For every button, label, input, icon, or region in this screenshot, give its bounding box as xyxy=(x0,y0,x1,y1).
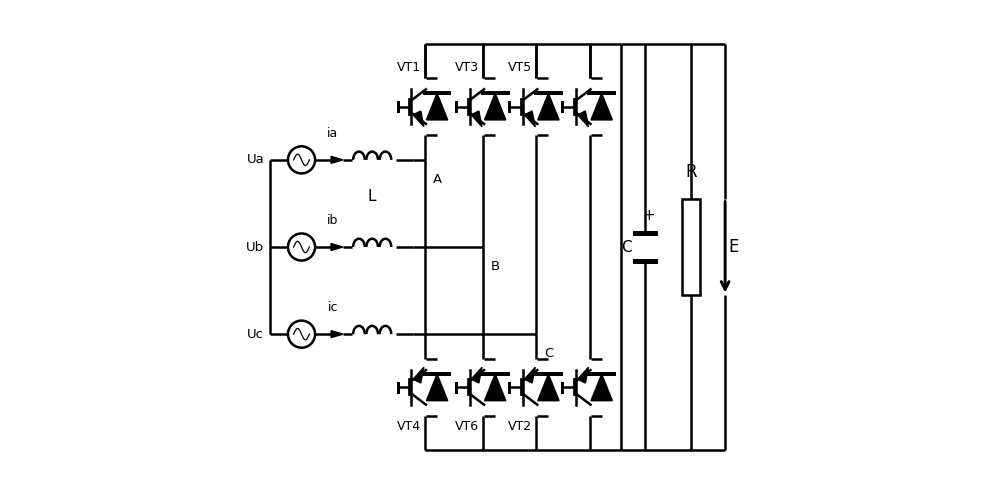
Polygon shape xyxy=(578,111,588,127)
Text: L: L xyxy=(368,189,376,204)
Text: Ua: Ua xyxy=(246,153,264,166)
Text: VT4: VT4 xyxy=(397,420,421,433)
Polygon shape xyxy=(591,93,612,120)
Polygon shape xyxy=(471,367,482,383)
Polygon shape xyxy=(426,93,448,120)
Text: Uc: Uc xyxy=(247,328,264,341)
Text: ia: ia xyxy=(327,127,339,140)
Text: B: B xyxy=(491,260,500,273)
Polygon shape xyxy=(538,374,559,401)
Polygon shape xyxy=(331,157,343,164)
Text: Ub: Ub xyxy=(246,241,264,253)
Text: ib: ib xyxy=(327,214,339,227)
Text: C: C xyxy=(621,240,632,254)
Polygon shape xyxy=(413,367,424,383)
Polygon shape xyxy=(331,330,343,337)
Polygon shape xyxy=(426,374,448,401)
Polygon shape xyxy=(538,93,559,120)
Text: ic: ic xyxy=(328,301,338,314)
Text: VT2: VT2 xyxy=(508,420,532,433)
Polygon shape xyxy=(524,367,535,383)
Text: VT3: VT3 xyxy=(455,61,479,74)
Text: VT1: VT1 xyxy=(397,61,421,74)
Text: A: A xyxy=(433,173,442,186)
Polygon shape xyxy=(471,111,482,127)
Polygon shape xyxy=(591,374,612,401)
Polygon shape xyxy=(485,93,506,120)
Text: R: R xyxy=(685,163,697,181)
Text: VT5: VT5 xyxy=(508,61,532,74)
Polygon shape xyxy=(331,244,343,250)
Polygon shape xyxy=(413,111,424,127)
Text: VT6: VT6 xyxy=(455,420,479,433)
Text: C: C xyxy=(544,347,553,360)
Polygon shape xyxy=(485,374,506,401)
Text: E: E xyxy=(729,238,739,256)
Polygon shape xyxy=(578,367,588,383)
Polygon shape xyxy=(524,111,535,127)
Bar xyxy=(682,199,700,295)
Text: +: + xyxy=(643,207,655,223)
